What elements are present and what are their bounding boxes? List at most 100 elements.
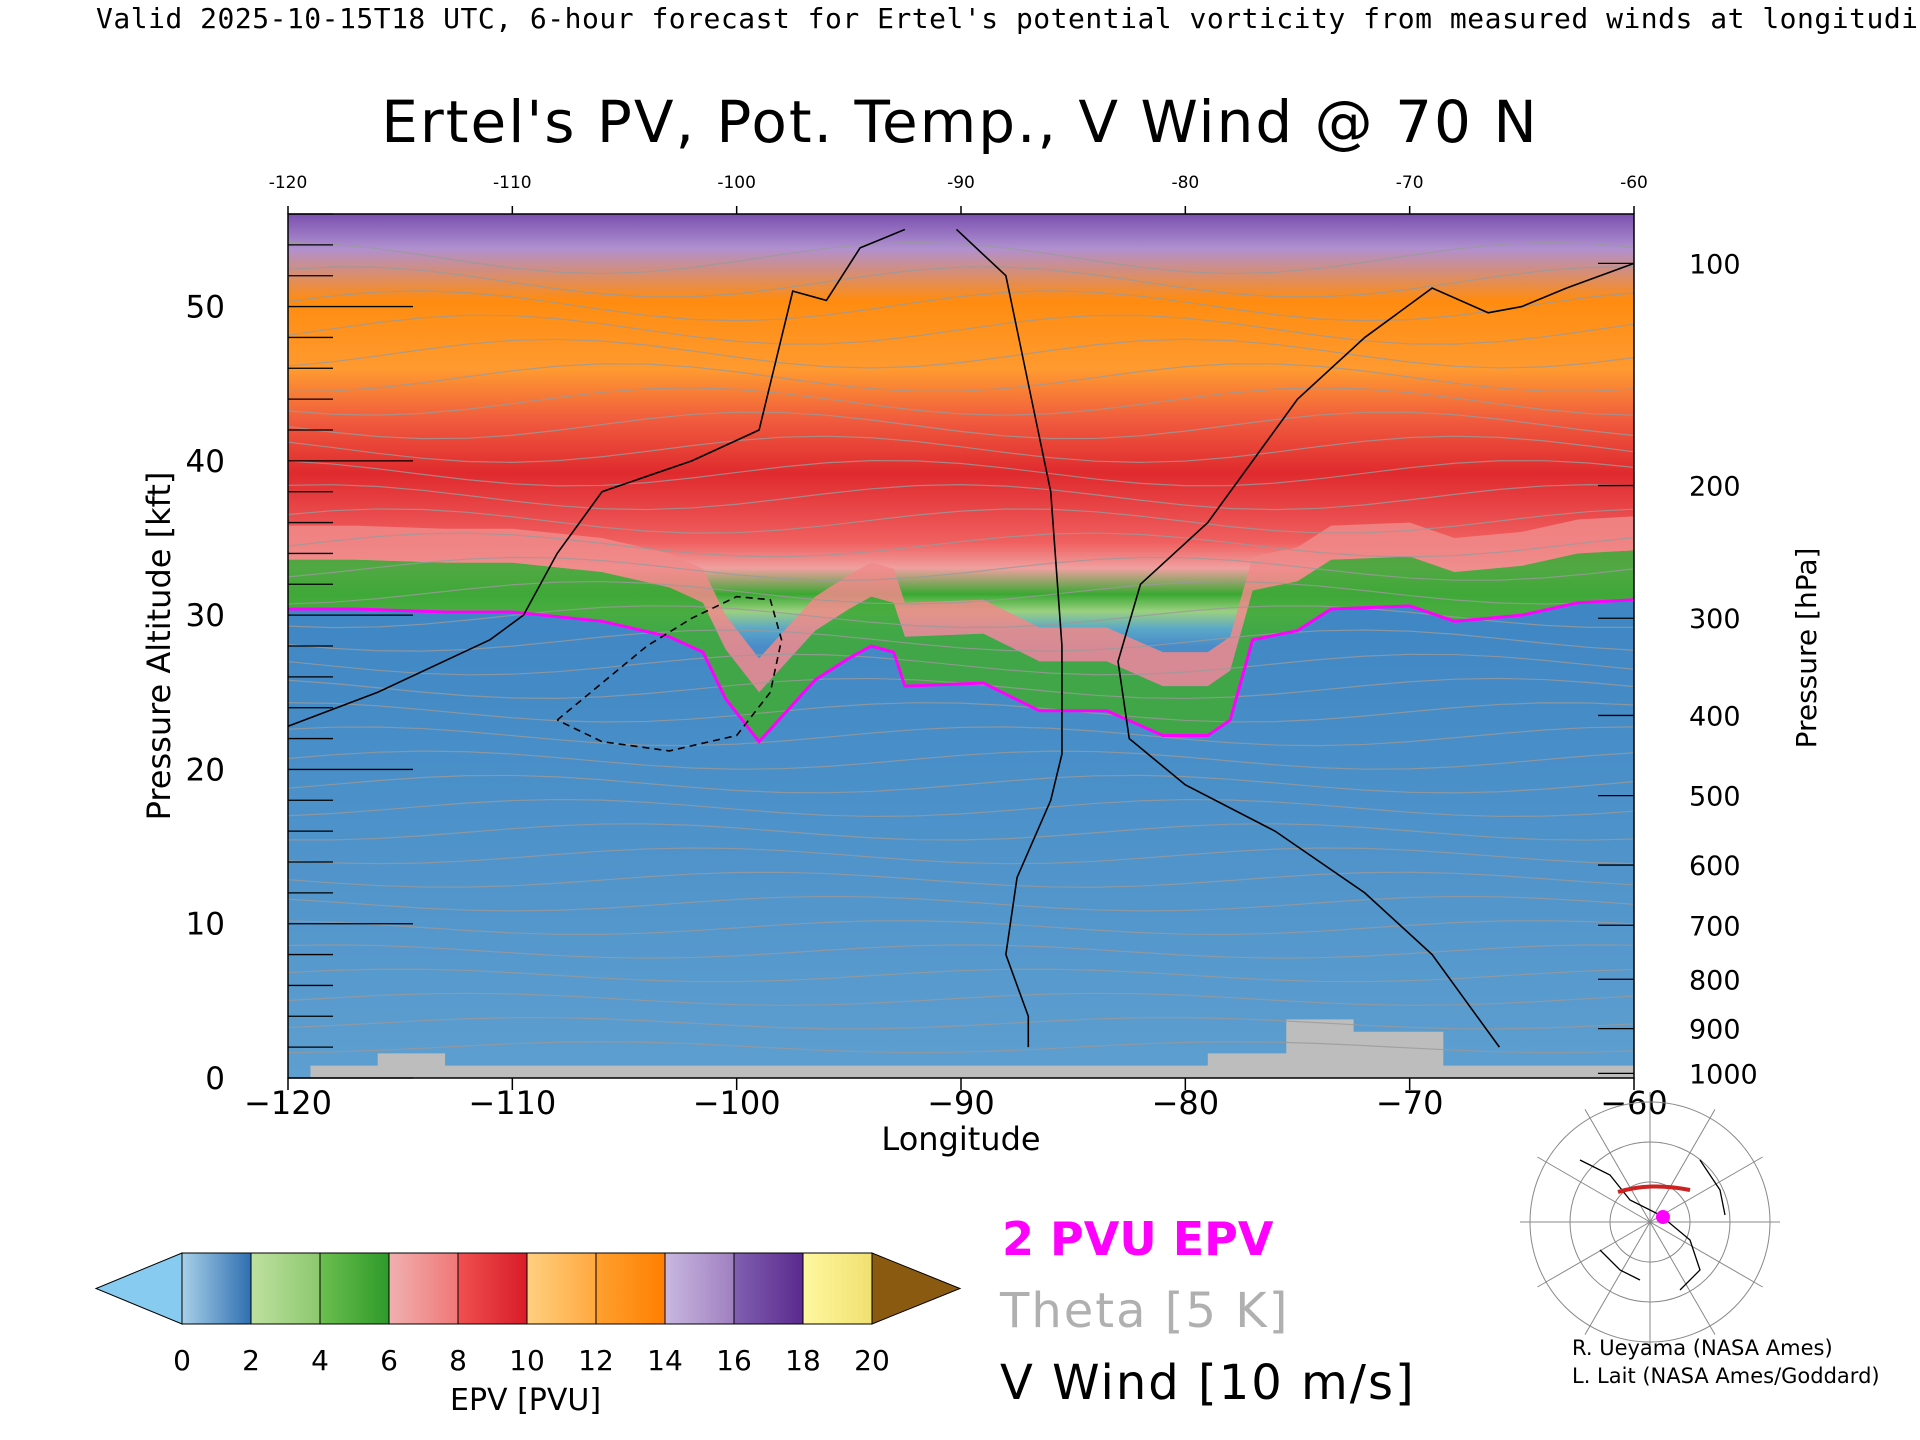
theta-line [287,726,1635,747]
x-tick-label-top: -60 [1620,173,1648,193]
theta-line [287,629,1635,652]
colorbar-bin [181,1252,252,1325]
x-tick-label: −90 [927,1084,995,1122]
theta-line [287,653,1635,676]
series-line-3 [556,595,783,752]
map-meridian [1649,1221,1763,1288]
theta-line [287,338,1635,369]
theta-line [287,290,1635,322]
x-tick-label-top: -70 [1396,173,1424,193]
x-tick-label: −120 [244,1084,332,1122]
theta-line [287,968,1635,983]
epv-pink-band [288,516,1634,693]
theta-line [287,459,1635,487]
map-meridian [1537,1221,1651,1288]
colorbar: 0 2 4 6 8 10 12 14 16 18 20 [94,1252,962,1377]
chart-title: Ertel's PV, Pot. Temp., V Wind @ 70 N [381,88,1539,156]
theta-line [287,241,1635,275]
colorbar-bin [802,1252,873,1325]
colorbar-over [871,1252,962,1325]
map-meridian [1584,1221,1651,1335]
map-cross-section-line [1617,1184,1691,1194]
x-tick-label-top: -110 [493,173,532,193]
x-axis-label: Longitude [881,1120,1040,1158]
credit-line-2: L. Lait (NASA Ames/Goddard) [1572,1364,1880,1388]
header-valid-time: Valid 2025-10-15T18 UTC, 6-hour forecast… [96,2,1920,35]
x-tick-label: −100 [693,1084,781,1122]
legend-epv: 2 PVU EPV [1002,1212,1274,1266]
pressure-tick-label: 800 [1689,965,1741,996]
theta-line [287,895,1635,912]
series-lines [287,228,1635,1048]
location-map [1520,1092,1780,1352]
theta-line [287,532,1635,558]
colorbar-tick-label: 6 [380,1344,398,1377]
y-tick-label: 30 [186,598,225,634]
pressure-tick-label: 200 [1689,472,1741,503]
theta-line [287,774,1635,794]
y2-axis-label: Pressure [hPa] [1790,548,1823,749]
theta-line [287,702,1635,723]
map-meridian [1649,1109,1716,1223]
theta-line [287,605,1635,629]
colorbar-under [94,1252,183,1325]
theta-contours [287,241,1635,1054]
theta-line [287,266,1635,298]
legend-theta: Theta [5 K] [1000,1283,1290,1339]
pressure-tick-label: 700 [1689,911,1741,942]
colorbar-bin [319,1252,390,1325]
series-line-1 [955,228,1063,1048]
colorbar-label: EPV [PVU] [450,1383,602,1418]
pressure-tick-label: 400 [1689,701,1741,732]
theta-line [287,580,1635,605]
theta-line [287,411,1635,440]
theta-line [287,484,1635,511]
series-line-4 [1117,262,1635,1048]
map-meridian [1584,1109,1651,1223]
y-tick-label: 0 [205,1061,225,1097]
y-tick-label: 20 [186,752,225,788]
x-tick-label-top: -80 [1171,173,1199,193]
theta-line [287,823,1635,841]
terrain [310,1019,1634,1078]
pressure-tick-label: 900 [1689,1015,1741,1046]
theta-line [287,363,1635,393]
theta-line [287,798,1635,818]
colorbar-bin [526,1252,597,1325]
colorbar-tick-label: 20 [854,1344,890,1377]
colorbar-bin [457,1252,528,1325]
y-tick-label: 50 [186,290,225,326]
theta-line [287,1016,1635,1030]
y-axis-label: Pressure Altitude [kft] [140,472,178,821]
axes: −120 -120 −110 -110 −100 -100 −90 -90 −80 -80 −70 -… [140,173,1823,1158]
theta-line [287,847,1635,865]
theta-line [287,314,1635,345]
pressure-tick-label: 100 [1689,249,1741,280]
x-tick-label-top: -100 [717,173,756,193]
y-tick-label: 40 [186,444,225,480]
pressure-tick-label: 600 [1689,851,1741,882]
theta-line [287,556,1635,581]
colorbar-tick-label: 0 [173,1344,191,1377]
pressure-tick-label: 1000 [1689,1059,1758,1090]
series-line-2 [287,228,906,727]
credit-line-1: R. Ueyama (NASA Ames) [1572,1336,1833,1360]
colorbar-tick-label: 14 [647,1344,683,1377]
theta-line [287,387,1635,416]
map-location-marker [1656,1210,1670,1224]
x-tick-label-top: -90 [947,173,975,193]
colorbar-tick-label: 8 [449,1344,467,1377]
theta-line [287,920,1635,936]
theta-line [287,750,1635,770]
theta-line [287,435,1635,463]
colorbar-bin [595,1252,666,1325]
colorbar-tick-label: 2 [242,1344,260,1377]
map-meridian [1649,1156,1763,1223]
series-line-0 [288,598,1635,744]
pressure-tick-label: 300 [1689,604,1741,635]
pressure-tick-label: 500 [1689,782,1741,813]
colorbar-tick-label: 16 [716,1344,752,1377]
map-meridian [1649,1221,1716,1335]
theta-line [287,944,1635,959]
